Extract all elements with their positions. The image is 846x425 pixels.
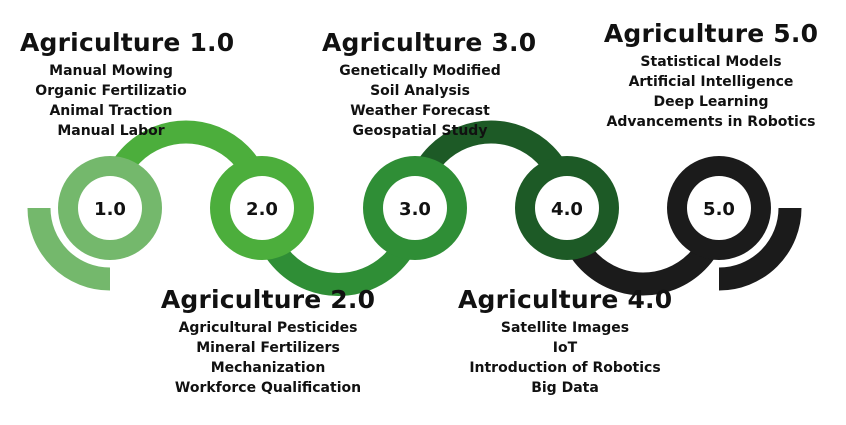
stage-ring-inner [535, 176, 599, 240]
stage-3-item: Geospatial Study [352, 123, 488, 139]
stage-1-label: 1.0 [94, 199, 126, 220]
stage-2-title: Agriculture 2.0 [160, 285, 376, 314]
stage-4-block: Agriculture 4.0 Satellite Images IoT Int… [458, 285, 672, 398]
stage-3-item: Genetically Modified [339, 63, 501, 79]
stage-3-label: 3.0 [399, 199, 431, 220]
stage-5-label: 5.0 [703, 199, 735, 220]
stage-4-item: IoT [552, 340, 578, 356]
stage-2-ring: 2.0 [210, 156, 314, 260]
stage-4-item: Satellite Images [500, 320, 630, 336]
stage-5-item: Artificial Intelligence [628, 74, 794, 90]
stage-1-item: Organic Fertilizatio [35, 83, 187, 99]
stage-ring-inner [230, 176, 294, 240]
stage-ring-inner [687, 176, 751, 240]
stage-3-title: Agriculture 3.0 [322, 28, 537, 57]
tail-arc [718, 207, 802, 291]
stage-1-title: Agriculture 1.0 [20, 28, 235, 57]
lead-arc [27, 207, 111, 291]
stage-2-label: 2.0 [246, 199, 278, 220]
stage-3-item: Weather Forecast [350, 103, 490, 119]
stage-1-block: Agriculture 1.0 Manual Mowing Organic Fe… [20, 28, 235, 141]
stage-1-item: Animal Traction [49, 103, 173, 119]
stage-3-item: Soil Analysis [370, 83, 470, 99]
stage-2-item: Mechanization [210, 360, 326, 376]
stage-5-ring: 5.0 [667, 156, 771, 260]
stage-ring-inner [78, 176, 142, 240]
stage-2-item: Agricultural Pesticides [178, 320, 358, 336]
stage-1-item: Manual Labor [57, 123, 165, 139]
stage-4-ring: 4.0 [515, 156, 619, 260]
stage-4-label: 4.0 [551, 199, 583, 220]
stage-2-item: Mineral Fertilizers [196, 340, 340, 356]
stage-3-block: Agriculture 3.0 Genetically Modified Soi… [322, 28, 537, 141]
stage-rings: 1.0 2.0 3.0 4.0 5.0 [58, 156, 771, 260]
stage-4-title: Agriculture 4.0 [458, 285, 673, 314]
stage-2-block: Agriculture 2.0 Agricultural Pesticides … [160, 285, 376, 398]
stage-5-title: Agriculture 5.0 [603, 19, 819, 48]
stage-1-ring: 1.0 [58, 156, 162, 260]
stage-1-item: Manual Mowing [49, 63, 173, 79]
stage-4-item: Big Data [531, 380, 599, 396]
stage-ring-inner [383, 176, 447, 240]
stage-3-ring: 3.0 [363, 156, 467, 260]
stage-4-item: Introduction of Robotics [469, 360, 661, 376]
stage-2-item: Workforce Qualification [174, 380, 362, 396]
stage-5-block: Agriculture 5.0 Statistical Models Artif… [596, 19, 826, 132]
stage-5-item: Statistical Models [640, 54, 782, 70]
stage-5-item: Advancements in Robotics [606, 114, 816, 130]
stage-5-item: Deep Learning [653, 94, 769, 110]
